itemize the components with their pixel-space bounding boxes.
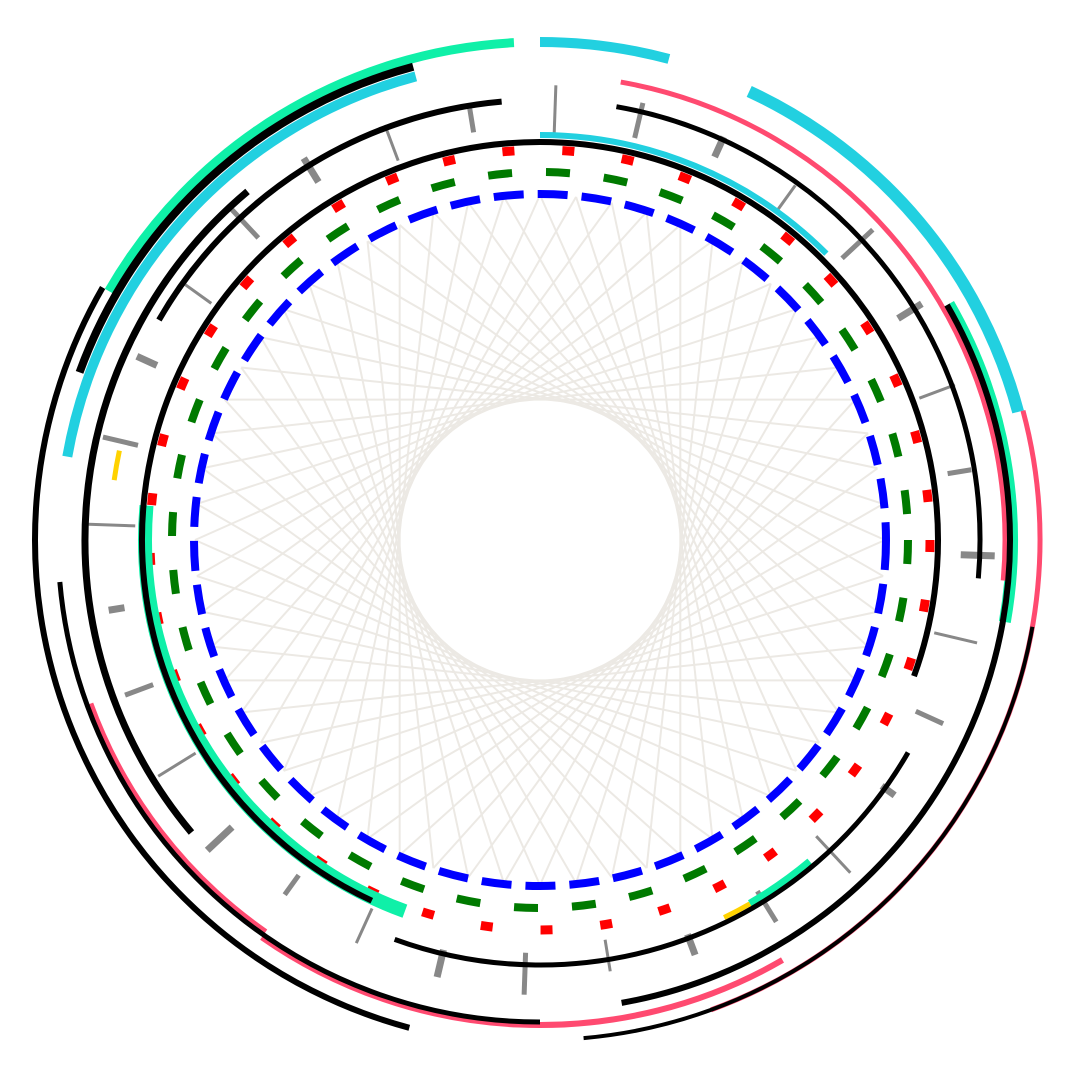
yellow-mark [111, 450, 122, 481]
gray-tick [85, 522, 136, 528]
gray-tick [124, 682, 155, 698]
dashed-rings [145, 145, 935, 935]
black-arc [156, 98, 502, 322]
gray-tick [354, 907, 374, 944]
cyan-arc [539, 132, 829, 256]
gray-tick [947, 467, 972, 477]
black-arc [32, 286, 411, 1031]
pink-arc [260, 934, 784, 1028]
blue-dashed-ring [190, 190, 890, 890]
green-dashed-ring [168, 168, 912, 912]
gray-tick [933, 631, 978, 645]
pink-arc [88, 702, 268, 934]
gray-tick [300, 156, 322, 184]
black-arc [621, 303, 1013, 1006]
gray-tick [896, 300, 924, 322]
gray-tick [914, 708, 945, 726]
gray-tick [918, 383, 956, 400]
gray-tick [775, 184, 797, 213]
cyan-arc [62, 71, 418, 458]
red-dashed-ring [145, 145, 935, 935]
yellow-mark [723, 901, 752, 920]
black-arc [81, 188, 250, 835]
arc-tracks [32, 37, 1043, 1041]
gray-tick [815, 835, 852, 874]
cyan-arc [539, 37, 671, 64]
gray-tick [135, 353, 159, 369]
gray-tick [204, 824, 235, 853]
gray-tick [383, 124, 400, 162]
black-arc [139, 139, 541, 904]
black-arc [583, 626, 1035, 1041]
gray-tick [467, 108, 477, 133]
gray-tick [157, 751, 197, 778]
mint-arc [747, 858, 813, 908]
gray-tick [108, 604, 126, 614]
gray-tick [603, 939, 612, 972]
gray-tick [282, 873, 301, 897]
gray-tick [521, 952, 529, 995]
gray-tick [102, 434, 139, 448]
gray-tick [632, 102, 646, 139]
black-arc [75, 62, 415, 374]
mint-arc [104, 38, 515, 294]
gray-tick [184, 283, 213, 305]
black-arc [393, 751, 911, 968]
pink-arc [620, 79, 1008, 581]
black-arc [57, 581, 541, 1025]
cyan-arc [746, 85, 1024, 414]
center-hole [434, 434, 646, 646]
center-web [194, 194, 886, 886]
web-line [503, 196, 820, 744]
gray-tick [840, 227, 875, 261]
mint-arc [138, 504, 408, 918]
black-arc [539, 139, 941, 678]
black-arc [615, 104, 983, 579]
gray-tick [227, 205, 261, 240]
gray-tick [552, 85, 558, 136]
